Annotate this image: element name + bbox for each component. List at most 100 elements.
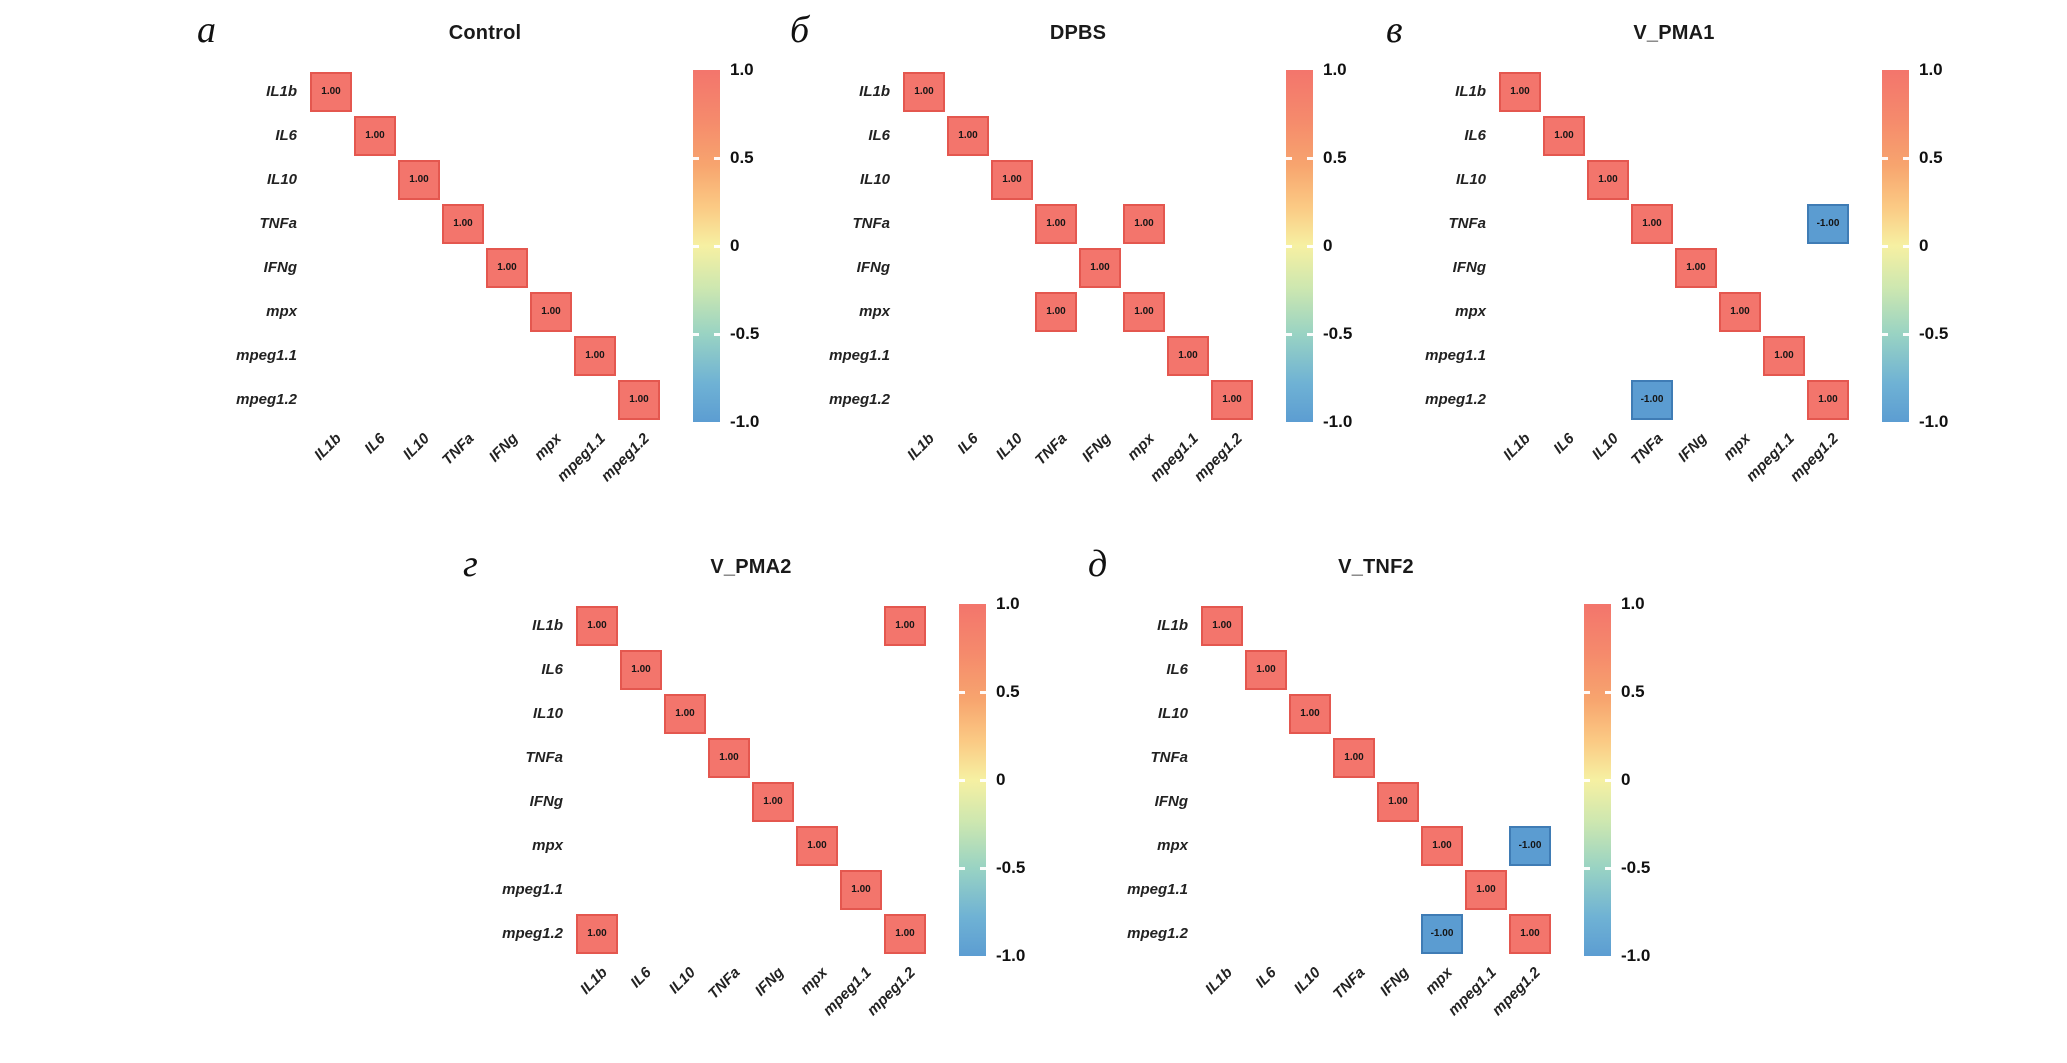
row-labels: IL1b IL6 IL10 TNFa IFNg mpx mpeg1.1 mpeg1.2 xyxy=(1358,70,1486,422)
row-label-mpeg1.1: mpeg1.1 xyxy=(829,347,890,364)
row-label-mpeg1.1: mpeg1.1 xyxy=(1425,347,1486,364)
panel-letter: д xyxy=(1088,543,1108,585)
cell-TNFa-TNFa: 1.00 xyxy=(708,738,750,778)
col-label-IL1b: IL1b xyxy=(904,430,939,464)
panel-letter: а xyxy=(197,9,216,51)
colorbar-tick-0.5: 0.5 xyxy=(1621,682,1645,701)
row-label-TNFa: TNFa xyxy=(1150,749,1189,766)
colorbar-gradient xyxy=(1584,604,1611,956)
row-label-mpx: mpx xyxy=(859,303,890,320)
cell-TNFa-mpeg1.2: -1.00 xyxy=(1807,204,1849,244)
heatmap-grid: 1.00 1.00 1.00 1.00 1.00 1.00 1.00 1.00 xyxy=(309,70,661,422)
col-label-IL6: IL6 xyxy=(954,430,983,458)
cell-IL1b-IL1b: 1.00 xyxy=(1201,606,1243,646)
row-label-IL1b: IL1b xyxy=(859,83,890,100)
colorbar-gradient xyxy=(959,604,986,956)
row-label-mpeg1.2: mpeg1.2 xyxy=(236,391,297,408)
row-label-IL10: IL10 xyxy=(1455,171,1486,188)
cell-IFNg-IFNg: 1.00 xyxy=(1377,782,1419,822)
col-label-IL1b: IL1b xyxy=(1202,964,1237,998)
colorbar-tick-0: 0 xyxy=(1919,236,1929,255)
colorbar-notch xyxy=(959,779,986,782)
cell-mpeg1.2-IL1b: 1.00 xyxy=(576,914,618,954)
cell-mpeg1.2-mpeg1.2: 1.00 xyxy=(884,914,926,954)
col-label-IL10: IL10 xyxy=(1588,430,1623,464)
col-label-IL1b: IL1b xyxy=(1500,430,1535,464)
colorbar-tick-labels: 1.0 0.5 0 -0.5 -1.0 xyxy=(730,60,789,431)
colorbar-notch xyxy=(1882,245,1909,248)
colorbar-notch xyxy=(1286,245,1313,248)
colorbar-tick-0.5: 0.5 xyxy=(730,148,754,167)
colorbar-tick-labels: 1.0 0.5 0 -0.5 -1.0 xyxy=(996,594,1055,965)
colorbar-tick-0: 0 xyxy=(730,236,740,255)
cell-mpeg1.1-mpeg1.1: 1.00 xyxy=(1763,336,1805,376)
col-label-IL1b: IL1b xyxy=(577,964,612,998)
colorbar-gradient xyxy=(693,70,720,422)
colorbar-tick--0.5: -0.5 xyxy=(1323,324,1353,343)
panel-letter: в xyxy=(1386,9,1403,51)
colorbar-notch xyxy=(1584,691,1611,694)
panel-v-tnf2: д V_TNF2 IL1b IL6 IL10 TNFa IFNg mpx mpeg1.1 mp… xyxy=(1060,543,1680,1063)
cell-IFNg-IFNg: 1.00 xyxy=(1675,248,1717,288)
row-label-mpeg1.2: mpeg1.2 xyxy=(1127,925,1188,942)
col-label-TNFa: TNFa xyxy=(438,430,478,469)
colorbar-notch xyxy=(959,867,986,870)
col-label-mpx: mpx xyxy=(1720,430,1755,464)
row-label-IFNg: IFNg xyxy=(263,259,297,276)
cell-TNFa-TNFa: 1.00 xyxy=(442,204,484,244)
colorbar-tick--1.0: -1.0 xyxy=(730,412,760,431)
col-label-IL1b: IL1b xyxy=(311,430,346,464)
cell-IL10-IL10: 1.00 xyxy=(1587,160,1629,200)
colorbar-tick-0: 0 xyxy=(996,770,1006,789)
colorbar-tick--0.5: -0.5 xyxy=(730,324,760,343)
cell-IL10-IL10: 1.00 xyxy=(398,160,440,200)
row-label-IFNg: IFNg xyxy=(529,793,563,810)
colorbar-notch xyxy=(1882,333,1909,336)
row-label-mpx: mpx xyxy=(1157,837,1188,854)
cell-mpeg1.2-mpeg1.2: 1.00 xyxy=(1509,914,1551,954)
cell-IL6-IL6: 1.00 xyxy=(354,116,396,156)
colorbar-notch xyxy=(693,333,720,336)
cell-IL6-IL6: 1.00 xyxy=(947,116,989,156)
row-label-IL10: IL10 xyxy=(266,171,297,188)
cell-IFNg-IFNg: 1.00 xyxy=(752,782,794,822)
cell-TNFa-TNFa: 1.00 xyxy=(1333,738,1375,778)
row-label-IL10: IL10 xyxy=(859,171,890,188)
row-label-TNFa: TNFa xyxy=(852,215,891,232)
col-labels: IL1b IL6 IL10 TNFa IFNg mpx mpeg1.1 mpeg1.2 xyxy=(1498,430,1850,529)
row-label-mpx: mpx xyxy=(1455,303,1486,320)
col-label-mpeg1.2: mpeg1.2 xyxy=(1488,964,1545,1020)
colorbar-tick-labels: 1.0 0.5 0 -0.5 -1.0 xyxy=(1323,60,1382,431)
row-label-IL6: IL6 xyxy=(541,661,563,678)
col-label-IFNg: IFNg xyxy=(1078,430,1115,466)
cell-IL6-IL6: 1.00 xyxy=(1543,116,1585,156)
colorbar-notch xyxy=(959,691,986,694)
cell-mpeg1.2-TNFa: -1.00 xyxy=(1631,380,1673,420)
cell-TNFa-TNFa: 1.00 xyxy=(1631,204,1673,244)
col-label-TNFa: TNFa xyxy=(1329,964,1369,1003)
col-label-mpeg1.2: mpeg1.2 xyxy=(863,964,920,1020)
col-labels: IL1b IL6 IL10 TNFa IFNg mpx mpeg1.1 mpeg1.2 xyxy=(902,430,1254,529)
heatmap-grid: 1.00 1.00 1.00 1.00 1.00 1.00 1.00 1.00 1.00 1.00 xyxy=(902,70,1254,422)
col-labels: IL1b IL6 IL10 TNFa IFNg mpx mpeg1.1 mpeg1.2 xyxy=(575,964,927,1063)
col-label-IL6: IL6 xyxy=(627,964,656,992)
row-label-mpeg1.1: mpeg1.1 xyxy=(236,347,297,364)
cell-IL1b-IL1b: 1.00 xyxy=(903,72,945,112)
cell-mpx-TNFa: 1.00 xyxy=(1035,292,1077,332)
row-label-mpeg1.1: mpeg1.1 xyxy=(1127,881,1188,898)
heatmap-grid: 1.00 1.00 1.00 1.00 1.00 1.00 -1.00 1.00 -1.00 1.… xyxy=(1200,604,1552,956)
colorbar-tick--1.0: -1.0 xyxy=(1919,412,1949,431)
panel-v-pma2: г V_PMA2 IL1b IL6 IL10 TNFa IFNg mpx mpeg1.1 mp… xyxy=(435,543,1055,1063)
row-labels: IL1b IL6 IL10 TNFa IFNg mpx mpeg1.1 mpeg1.2 xyxy=(169,70,297,422)
panel-title: V_PMA1 xyxy=(1633,22,1715,44)
row-label-TNFa: TNFa xyxy=(1448,215,1487,232)
colorbar-tick--0.5: -0.5 xyxy=(1919,324,1949,343)
row-label-IL1b: IL1b xyxy=(532,617,563,634)
col-label-mpeg1.2: mpeg1.2 xyxy=(597,430,654,486)
cell-IL1b-IL1b: 1.00 xyxy=(1499,72,1541,112)
cell-TNFa-TNFa: 1.00 xyxy=(1035,204,1077,244)
cell-mpeg1.2-mpx: -1.00 xyxy=(1421,914,1463,954)
col-label-TNFa: TNFa xyxy=(704,964,744,1003)
colorbar-notch xyxy=(1584,779,1611,782)
colorbar-tick--0.5: -0.5 xyxy=(996,858,1026,877)
